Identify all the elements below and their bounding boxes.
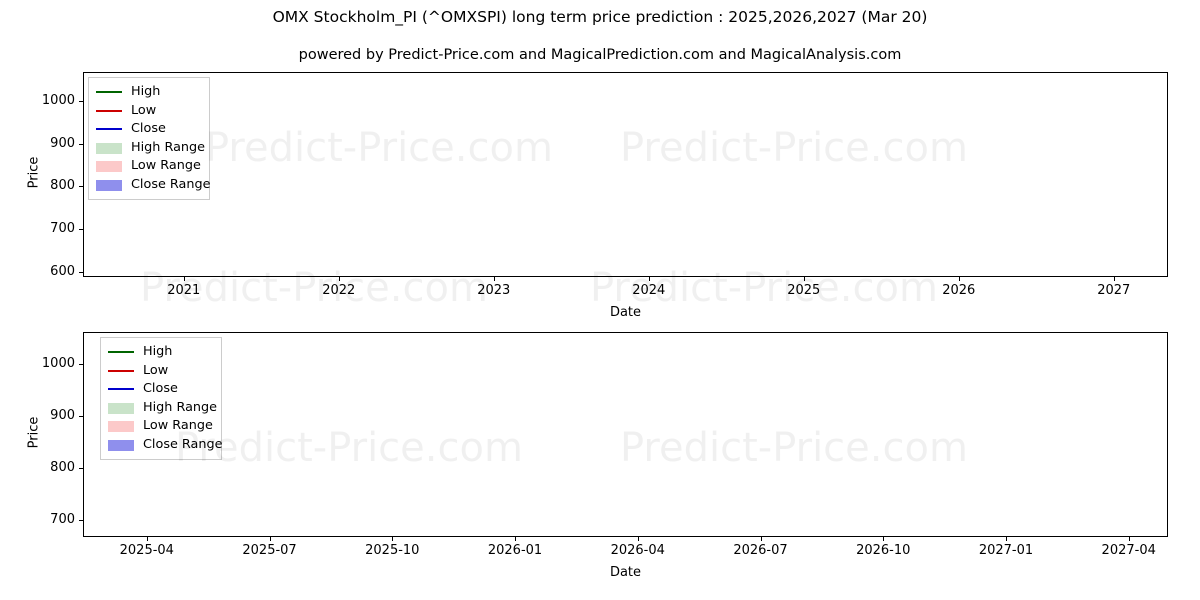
x-tick-label: 2026 [942, 283, 976, 298]
legend-swatch-patch [108, 439, 134, 451]
legend-item-label: Close [143, 381, 178, 397]
overview-chart-panel [83, 72, 1168, 277]
legend-swatch-patch [96, 160, 122, 173]
legend-swatch-line [108, 383, 134, 395]
y-tick-label: 800 [50, 178, 75, 194]
legend-item-label: Close [131, 121, 166, 137]
legend-item: High Range [96, 139, 205, 158]
x-tick-mark [146, 537, 148, 541]
y-tick-mark [79, 186, 83, 188]
forecast-chart-panel [83, 332, 1168, 537]
legend-item-label: High Range [131, 139, 206, 155]
x-tick-mark [648, 277, 650, 281]
x-tick-label: 2025-04 [119, 543, 174, 558]
legend-item-label: Low [143, 362, 169, 378]
x-tick-mark [392, 537, 394, 541]
x-tick-mark [803, 277, 805, 281]
legend-item: Low Range [108, 417, 213, 436]
overview-x-axis-label: Date [609, 305, 642, 320]
legend-item: High Range [108, 399, 217, 418]
legend-item: Low [108, 362, 213, 381]
legend-item-label: Low Range [143, 418, 213, 434]
y-tick-label: 1000 [41, 93, 75, 109]
forecast-y-axis-label: Price [26, 416, 42, 449]
x-tick-mark [183, 277, 185, 281]
legend-swatch-line [96, 105, 122, 117]
legend-swatch-line [96, 86, 122, 98]
x-tick-label: 2026-10 [856, 543, 911, 558]
x-tick-label: 2022 [322, 283, 356, 298]
y-tick-label: 900 [50, 408, 75, 424]
x-tick-mark [1113, 277, 1115, 281]
x-tick-label: 2025-07 [242, 543, 297, 558]
legend-item: Close Range [108, 436, 223, 455]
page-subtitle: powered by Predict-Price.com and Magical… [298, 47, 902, 63]
x-tick-mark [958, 277, 960, 281]
y-tick-mark [79, 364, 83, 366]
legend-item-label: High [143, 344, 173, 360]
legend-item: Close Range [96, 176, 211, 195]
legend-item: High [96, 83, 201, 102]
legend-swatch-patch [108, 420, 134, 433]
y-tick-label: 900 [50, 135, 75, 151]
y-tick-label: 1000 [41, 356, 75, 372]
forecast-x-axis-label: Date [609, 565, 642, 580]
legend-swatch-patch [108, 402, 134, 414]
x-tick-label: 2021 [167, 283, 201, 298]
y-tick-mark [79, 101, 83, 103]
overview-y-axis-label: Price [26, 156, 42, 189]
x-tick-mark [338, 277, 340, 281]
legend-item: Low [96, 102, 201, 121]
legend-item: Close [96, 120, 201, 139]
x-tick-label: 2027-01 [978, 543, 1034, 558]
y-tick-mark [79, 271, 83, 273]
x-tick-mark [760, 537, 762, 541]
overview-legend: High Low Close High Range Low Range Close Ran… [88, 77, 211, 200]
legend-item-label: Close Range [131, 176, 211, 192]
legend-swatch-line [108, 365, 134, 377]
y-tick-mark [79, 520, 83, 522]
x-tick-mark [1128, 537, 1130, 541]
x-tick-label: 2026-04 [610, 543, 665, 558]
y-tick-mark [79, 416, 83, 418]
legend-item-label: Close Range [143, 436, 223, 452]
legend-swatch-line [108, 346, 134, 358]
legend-item-label: Low [131, 102, 157, 118]
forecast-plot-frame [83, 332, 1168, 537]
legend-item: Low Range [96, 157, 201, 176]
legend-swatch-patch [96, 142, 122, 154]
page-title: OMX Stockholm_PI (^OMXSPI) long term pri… [272, 8, 928, 26]
legend-item-label: High [131, 84, 161, 100]
y-tick-label: 600 [50, 263, 75, 279]
x-tick-label: 2026-07 [733, 543, 788, 558]
legend-item-label: High Range [143, 399, 218, 415]
x-tick-label: 2023 [477, 283, 511, 298]
y-tick-label: 700 [50, 221, 75, 237]
x-tick-mark [637, 537, 639, 541]
legend-item: High [108, 343, 213, 362]
x-tick-mark [515, 537, 517, 541]
x-tick-mark [1005, 537, 1007, 541]
x-tick-label: 2025 [787, 283, 821, 298]
forecast-legend: High Low Close High Range Low Range Close Ran… [100, 337, 223, 460]
legend-item: Close [108, 380, 213, 399]
y-tick-mark [79, 468, 83, 470]
overview-plot-frame [83, 72, 1168, 277]
legend-swatch-line [96, 123, 122, 135]
x-tick-mark [269, 537, 271, 541]
x-tick-label: 2025-10 [365, 543, 420, 558]
x-tick-mark [883, 537, 885, 541]
y-tick-label: 700 [50, 512, 75, 528]
y-tick-mark [79, 143, 83, 145]
x-tick-label: 2024 [632, 283, 666, 298]
x-tick-label: 2026-01 [487, 543, 543, 558]
x-tick-mark [493, 277, 495, 281]
y-tick-mark [79, 229, 83, 231]
legend-swatch-patch [96, 179, 122, 191]
x-tick-label: 2027 [1097, 283, 1131, 298]
x-tick-label: 2027-04 [1101, 543, 1156, 558]
legend-item-label: Low Range [131, 158, 201, 174]
y-tick-label: 800 [50, 460, 75, 476]
